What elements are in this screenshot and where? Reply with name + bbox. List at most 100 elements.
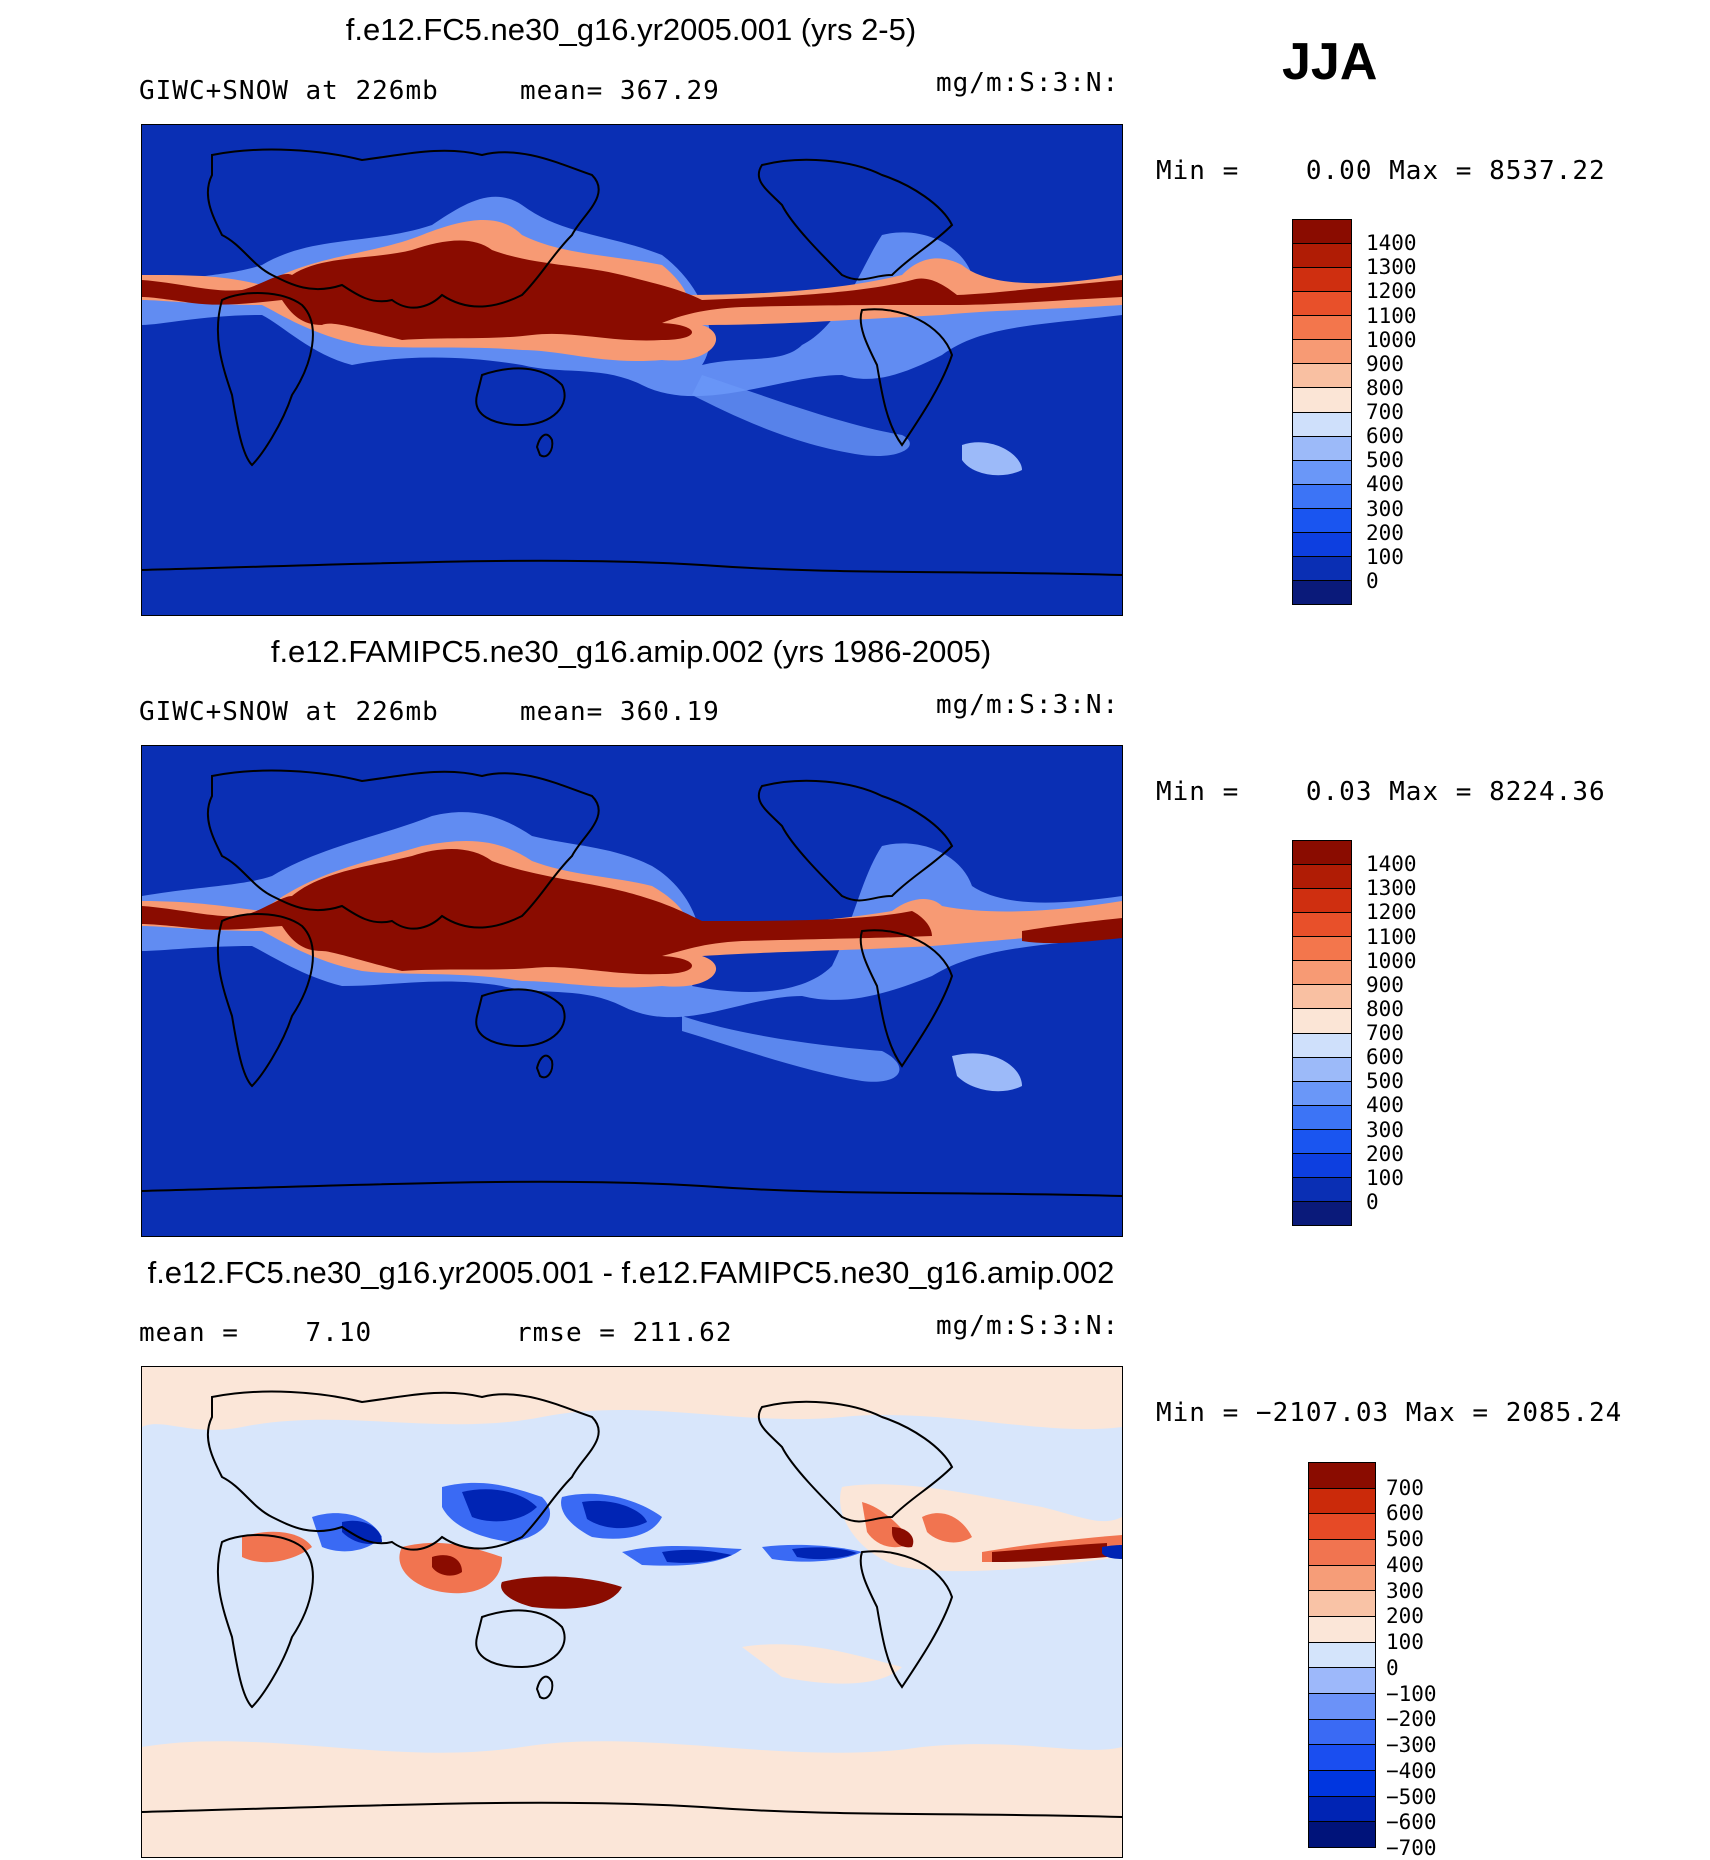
- colorbar-tick-label: 400: [1366, 1093, 1404, 1118]
- colorbar-tick-label: 1400: [1366, 231, 1417, 256]
- colorbar-tick-label: 800: [1366, 996, 1404, 1021]
- colorbar-swatch: [1293, 364, 1351, 389]
- colorbar-swatch: [1293, 484, 1351, 509]
- colorbar-swatch: [1309, 1591, 1375, 1618]
- colorbar-tick-label: 100: [1386, 1630, 1424, 1655]
- positive-core: [432, 1527, 1107, 1609]
- colorbar-swatch: [1293, 1057, 1351, 1082]
- coastlines: [142, 148, 1122, 576]
- panel-1-units-label: mg/m:S:3:N:: [936, 68, 1120, 98]
- colorbar-tick-label: 600: [1386, 1501, 1424, 1526]
- colorbar-swatch: [1293, 532, 1351, 557]
- colorbar-swatch: [1293, 220, 1351, 245]
- colorbar-tick-label: −700: [1386, 1836, 1437, 1860]
- colorbar-swatch: [1293, 937, 1351, 962]
- colorbar-tick-label: −600: [1386, 1810, 1437, 1835]
- colorbar-tick-label: 1300: [1366, 255, 1417, 280]
- colorbar-swatch: [1293, 412, 1351, 437]
- colorbar-swatch: [1309, 1488, 1375, 1515]
- colorbar-tick-label: 1000: [1366, 948, 1417, 973]
- panel-2-map: [141, 745, 1123, 1237]
- colorbar-tick-label: 700: [1386, 1475, 1424, 1500]
- panel-1-colorbar: [1292, 219, 1352, 605]
- panel-3-colorbar-swatches: [1308, 1462, 1376, 1848]
- colorbar-swatch: [1293, 1105, 1351, 1130]
- colorbar-swatch: [1293, 889, 1351, 914]
- colorbar-tick-label: −100: [1386, 1681, 1437, 1706]
- colorbar-tick-label: 400: [1386, 1552, 1424, 1577]
- colorbar-tick-label: 200: [1366, 520, 1404, 545]
- colorbar-swatch: [1293, 460, 1351, 485]
- panel-3-mean-label: mean = 7.10: [139, 1318, 373, 1348]
- colorbar-swatch: [1293, 913, 1351, 938]
- panel-2-colorbar: [1292, 840, 1352, 1226]
- colorbar-swatch: [1309, 1617, 1375, 1643]
- colorbar-swatch: [1309, 1565, 1375, 1592]
- colorbar-swatch: [1309, 1668, 1375, 1695]
- colorbar-swatch: [1293, 508, 1351, 533]
- colorbar-tick-label: 900: [1366, 351, 1404, 376]
- colorbar-tick-label: 500: [1386, 1527, 1424, 1552]
- cloud-halo-south: [682, 1016, 900, 1082]
- colorbar-tick-label: 0: [1366, 568, 1379, 593]
- cloud-core-east: [1022, 918, 1122, 944]
- cloud-core: [142, 849, 932, 975]
- colorbar-tick-label: 900: [1366, 972, 1404, 997]
- colorbar-swatch: [1293, 316, 1351, 341]
- colorbar-swatch: [1293, 388, 1351, 413]
- panel-1-variable-label: GIWC+SNOW at 226mb: [139, 76, 439, 106]
- colorbar-tick-label: 0: [1366, 1189, 1379, 1214]
- colorbar-swatch: [1293, 292, 1351, 317]
- panel-3-rmse-label: rmse = 211.62: [516, 1318, 733, 1348]
- colorbar-swatch: [1309, 1771, 1375, 1797]
- colorbar-swatch: [1309, 1694, 1375, 1720]
- colorbar-tick-label: 1200: [1366, 900, 1417, 925]
- colorbar-swatch: [1293, 436, 1351, 461]
- colorbar-tick-label: 1100: [1366, 303, 1417, 328]
- season-label: JJA: [1282, 33, 1378, 91]
- colorbar-tick-label: −300: [1386, 1733, 1437, 1758]
- colorbar-tick-label: 1100: [1366, 924, 1417, 949]
- colorbar-tick-label: −500: [1386, 1784, 1437, 1809]
- colorbar-tick-label: 100: [1366, 544, 1404, 569]
- panel-3-min-max: Min = −2107.03 Max = 2085.24: [1156, 1398, 1623, 1428]
- panel-1-mean-label: mean= 367.29: [520, 76, 720, 106]
- negative-core: [342, 1489, 1122, 1563]
- colorbar-swatch: [1309, 1540, 1375, 1566]
- colorbar-swatch: [1293, 1153, 1351, 1178]
- coastlines: [142, 769, 1122, 1197]
- panel-2-map-svg: [142, 746, 1122, 1236]
- colorbar-tick-label: 700: [1366, 1021, 1404, 1045]
- colorbar-tick-label: 500: [1366, 1069, 1404, 1094]
- colorbar-tick-label: 600: [1366, 1045, 1404, 1070]
- colorbar-tick-label: 0: [1386, 1655, 1399, 1680]
- panel-2-units-label: mg/m:S:3:N:: [936, 690, 1120, 720]
- cloud-core: [142, 240, 1122, 341]
- cloud-halo-atlantic: [952, 1053, 1022, 1092]
- panel-3-units-label: mg/m:S:3:N:: [936, 1311, 1120, 1341]
- coastlines: [142, 1390, 1122, 1818]
- colorbar-swatch: [1293, 556, 1351, 581]
- panel-3-map: [141, 1366, 1123, 1858]
- colorbar-swatch: [1309, 1745, 1375, 1772]
- panel-3-colorbar: [1308, 1462, 1376, 1848]
- colorbar-swatch: [1293, 1201, 1351, 1225]
- colorbar-tick-label: 300: [1386, 1578, 1424, 1603]
- cloud-halo-atlantic: [962, 442, 1022, 476]
- colorbar-swatch: [1293, 1033, 1351, 1058]
- panel-1-colorbar-swatches: [1292, 219, 1352, 605]
- colorbar-tick-label: −200: [1386, 1707, 1437, 1732]
- panel-2-variable-label: GIWC+SNOW at 226mb: [139, 697, 439, 727]
- panel-2-mean-label: mean= 360.19: [520, 697, 720, 727]
- panel-3-title: f.e12.FC5.ne30_g16.yr2005.001 - f.e12.FA…: [147, 1255, 1115, 1290]
- colorbar-tick-label: 300: [1366, 1117, 1404, 1142]
- colorbar-swatch: [1293, 1129, 1351, 1154]
- panel-1-title: f.e12.FC5.ne30_g16.yr2005.001 (yrs 2-5): [345, 12, 917, 47]
- colorbar-swatch: [1309, 1719, 1375, 1746]
- panel-1-min-max: Min = 0.00 Max = 8537.22: [1156, 156, 1606, 186]
- colorbar-tick-label: 500: [1366, 448, 1404, 473]
- colorbar-swatch: [1309, 1514, 1375, 1541]
- panel-1-map-svg: [142, 125, 1122, 615]
- colorbar-swatch: [1309, 1463, 1375, 1489]
- panel-1-map: [141, 124, 1123, 616]
